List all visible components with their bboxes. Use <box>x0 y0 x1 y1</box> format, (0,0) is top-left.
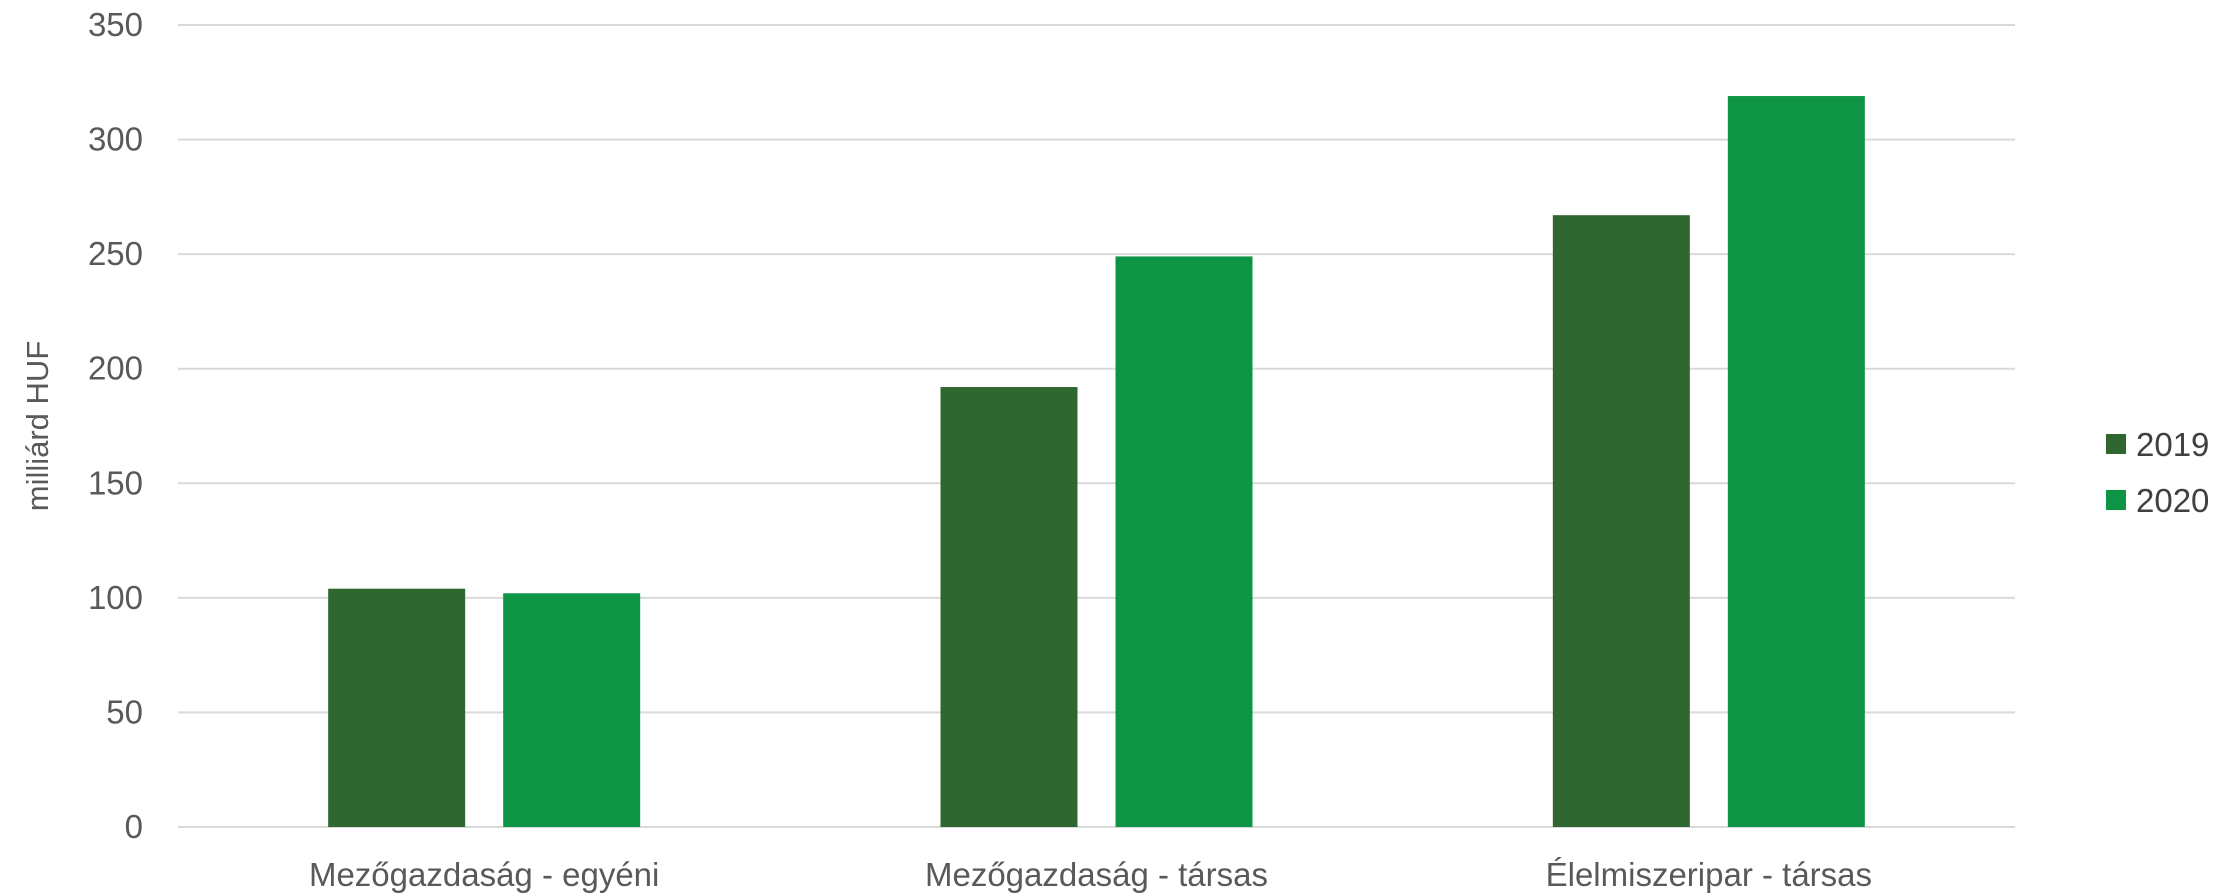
x-category-label: Mezőgazdaság - társas <box>925 856 1268 893</box>
legend-label: 2020 <box>2136 482 2209 519</box>
y-tick-label: 300 <box>88 121 143 158</box>
y-tick-label: 50 <box>106 693 143 730</box>
gridlines <box>178 24 2015 828</box>
bars <box>328 96 1865 827</box>
y-axis-ticks: 0 50 100 150 200 250 300 350 <box>88 6 143 845</box>
y-tick-label: 100 <box>88 579 143 616</box>
legend-swatch-2019 <box>2106 434 2126 454</box>
bar-2019-1 <box>940 387 1078 827</box>
legend: 2019 2020 <box>2106 426 2209 519</box>
bar-2019-0 <box>328 588 466 827</box>
legend-swatch-2020 <box>2106 490 2126 510</box>
legend-label: 2019 <box>2136 426 2209 463</box>
bar-2020-1 <box>1115 256 1253 827</box>
y-axis-title: milliárd HUF <box>20 341 55 512</box>
y-tick-label: 0 <box>125 808 143 845</box>
bar-2020-2 <box>1727 96 1865 827</box>
x-axis-categories: Mezőgazdaság - egyéni Mezőgazdaság - társ… <box>309 856 1872 893</box>
x-category-label: Élelmiszeripar - társas <box>1546 856 1872 893</box>
y-tick-label: 250 <box>88 235 143 272</box>
y-tick-label: 350 <box>88 6 143 43</box>
bar-2020-0 <box>503 593 641 827</box>
x-category-label: Mezőgazdaság - egyéni <box>309 856 659 893</box>
y-tick-label: 150 <box>88 464 143 501</box>
y-tick-label: 200 <box>88 350 143 387</box>
bar-2019-2 <box>1552 215 1690 827</box>
